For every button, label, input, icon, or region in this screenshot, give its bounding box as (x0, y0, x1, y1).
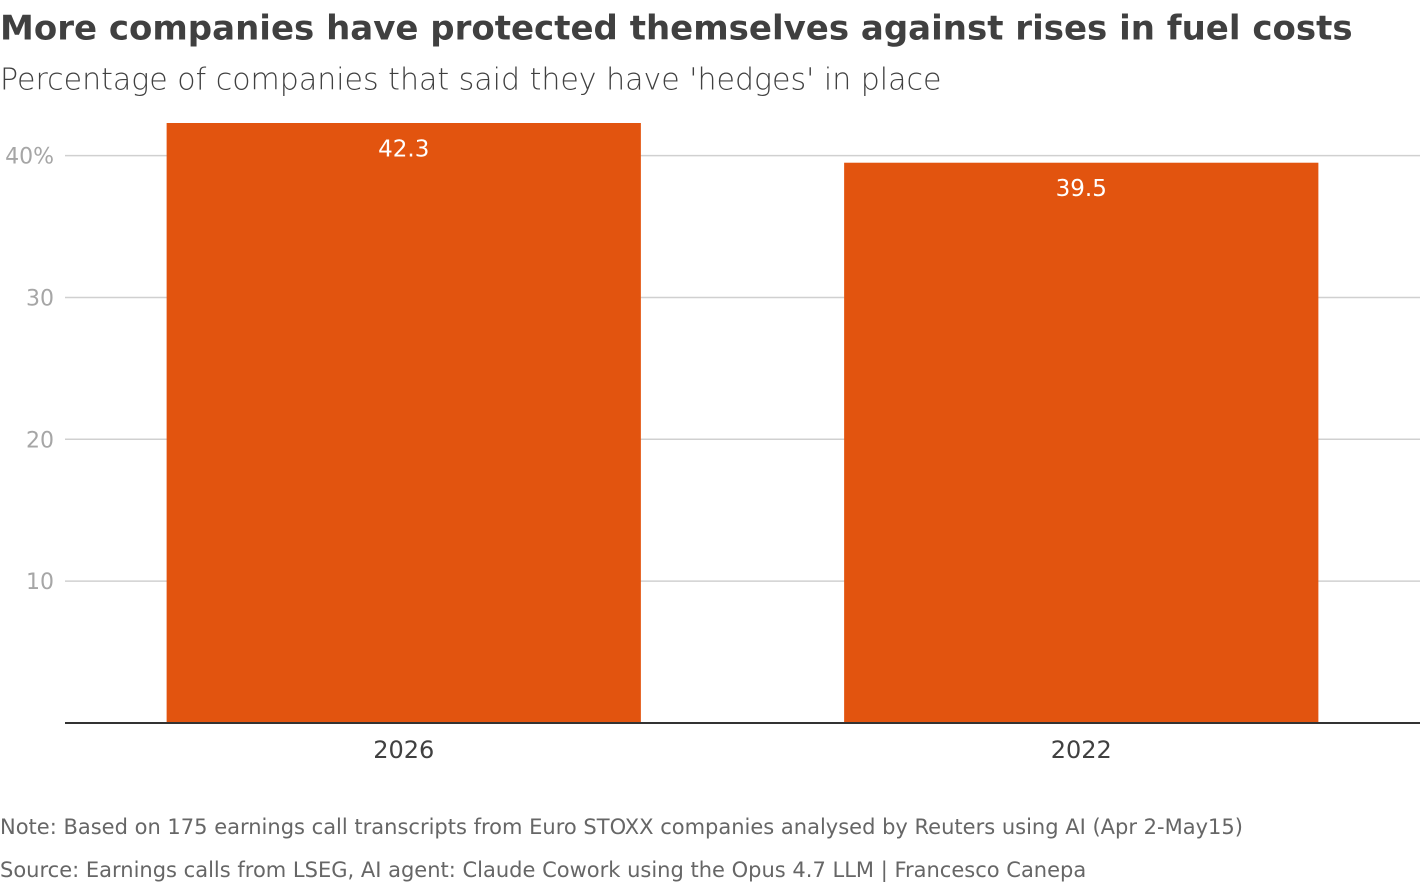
y-tick-label: 10 (26, 570, 54, 595)
value-label: 39.5 (1056, 176, 1107, 202)
chart-title: More companies have protected themselves… (0, 9, 1353, 49)
y-tick-label: 40% (5, 145, 54, 170)
source: Source: Earnings calls from LSEG, AI age… (0, 858, 1086, 883)
bar (166, 123, 641, 723)
chart-subtitle: Percentage of companies that said they h… (0, 63, 941, 98)
value-label: 42.3 (378, 137, 429, 163)
x-tick-label: 2022 (1051, 736, 1112, 764)
x-tick-label: 2026 (373, 736, 434, 764)
y-tick-label: 20 (26, 428, 54, 453)
y-tick-label: 30 (26, 286, 54, 311)
note: Note: Based on 175 earnings call transcr… (0, 815, 1243, 839)
bar (844, 162, 1319, 723)
